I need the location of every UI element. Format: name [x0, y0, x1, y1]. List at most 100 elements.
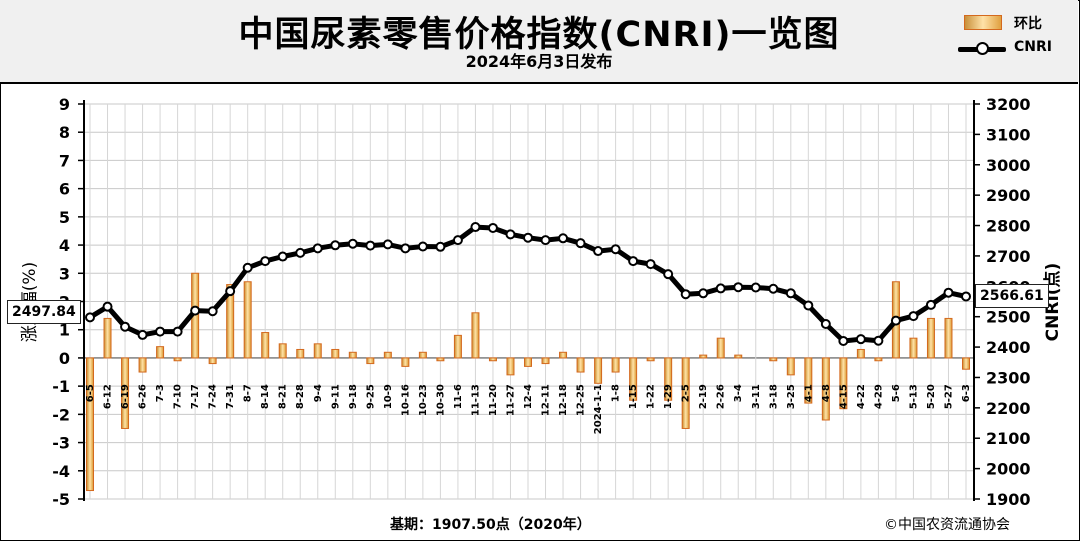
category-label: 8-7: [243, 384, 254, 402]
legend-item-bar: 环比: [958, 12, 1076, 32]
cnri-point: [855, 334, 866, 345]
bar: [962, 357, 970, 370]
legend-bar-label: 环比: [1014, 16, 1042, 32]
bar: [243, 281, 252, 359]
chart-header: 中国尿素零售价格指数(CNRI)一览图 2024年6月3日发布 环比 CNRI: [0, 0, 1078, 84]
bar: [786, 357, 795, 376]
cnri-point: [225, 286, 236, 297]
cnri-point: [820, 318, 831, 329]
category-label: 8-21: [278, 384, 289, 409]
right-tick-label: 3200: [986, 95, 1031, 114]
right-tick-label: 1900: [986, 490, 1031, 509]
legend-item-line: CNRI: [958, 38, 1076, 58]
cnri-point: [733, 282, 744, 293]
bar: [401, 357, 410, 367]
right-tick-label: 2900: [986, 186, 1031, 205]
bar: [699, 354, 708, 359]
cnri-point: [190, 305, 201, 316]
cnri-point: [242, 262, 253, 273]
left-tick-label: 3: [59, 264, 70, 283]
category-label: 11-13: [470, 384, 481, 416]
bar: [821, 357, 830, 421]
bar: [208, 357, 217, 365]
bar: [594, 357, 603, 384]
cnri-point: [663, 269, 674, 280]
category-label: 7-24: [208, 384, 219, 409]
category-label: 6-3: [961, 384, 972, 402]
category-label: 4-1: [803, 384, 814, 402]
cnri-start-callout: 2497.84: [7, 300, 81, 324]
cnri-point: [207, 306, 218, 317]
footer-copyright: ©中国农资流通协会: [884, 517, 1010, 533]
cnri-point: [785, 288, 796, 299]
cnri-point: [347, 238, 358, 249]
bar: [471, 312, 480, 359]
bar: [261, 332, 270, 359]
bar: [173, 357, 182, 362]
right-axis-title: CNRI(点): [1042, 263, 1063, 342]
cnri-point: [365, 240, 376, 251]
category-label: 7-3: [155, 384, 166, 402]
cnri-point: [382, 239, 393, 250]
cnri-point: [400, 243, 411, 254]
left-tick-label: 8: [59, 123, 70, 142]
category-label: 1-22: [646, 384, 657, 409]
chart-legend: 环比 CNRI: [958, 12, 1076, 64]
category-label: 7-17: [190, 384, 201, 409]
cnri-point: [680, 289, 691, 300]
category-label: 6-12: [103, 384, 114, 409]
bar: [313, 343, 322, 359]
right-tick-label: 2300: [986, 368, 1031, 387]
cnri-point: [838, 336, 849, 346]
bar: [874, 357, 883, 362]
right-tick-label: 3100: [986, 125, 1031, 144]
cnri-point: [645, 259, 656, 270]
right-tick-label: 2200: [986, 399, 1031, 418]
grid-lines: [84, 103, 974, 500]
chart-subtitle: 2024年6月3日发布: [465, 52, 613, 71]
category-label: 12-11: [541, 384, 552, 416]
bar: [453, 334, 462, 359]
bar: [944, 317, 953, 359]
left-tick-label: 6: [59, 180, 70, 199]
bar: [576, 357, 585, 373]
category-label: 4-22: [856, 384, 867, 409]
bar: [418, 351, 427, 359]
category-label: 8-14: [260, 384, 271, 409]
bar: [383, 351, 392, 359]
left-tick-label: 1: [59, 321, 70, 340]
left-tick-label: 7: [59, 151, 70, 170]
cnri-point: [925, 299, 936, 310]
cnri-end-callout: 2566.61: [975, 284, 1049, 308]
bar: [839, 357, 848, 410]
bar: [559, 351, 568, 359]
bar: [436, 357, 445, 362]
cnri-point: [628, 256, 639, 267]
left-tick-label: -2: [52, 405, 70, 424]
right-tick-label: 2500: [986, 308, 1031, 327]
chart-title: 中国尿素零售价格指数(CNRI)一览图: [238, 15, 840, 55]
left-tick-label: -4: [52, 462, 70, 481]
cnri-point: [487, 222, 498, 233]
category-label: 10-9: [383, 384, 394, 409]
bar: [156, 346, 165, 359]
category-label: 12-18: [558, 384, 569, 416]
category-label: 2-5: [681, 384, 692, 402]
cnri-point: [102, 301, 113, 312]
bar: [524, 357, 532, 367]
category-label: 5-20: [926, 384, 937, 409]
cnri-point: [417, 241, 428, 252]
footer-base-note: 基期：1907.50点（2020年）: [390, 517, 591, 533]
bar: [331, 348, 340, 359]
bar: [611, 357, 620, 373]
cnri-point: [172, 326, 183, 337]
bar: [926, 317, 935, 359]
bar: [716, 337, 725, 359]
cnri-point: [593, 246, 604, 257]
left-tick-label: -5: [52, 490, 70, 509]
category-label: 6-5: [85, 384, 96, 402]
bar: [804, 357, 813, 404]
category-label: 12-4: [523, 384, 534, 409]
cnri-point: [260, 256, 271, 267]
